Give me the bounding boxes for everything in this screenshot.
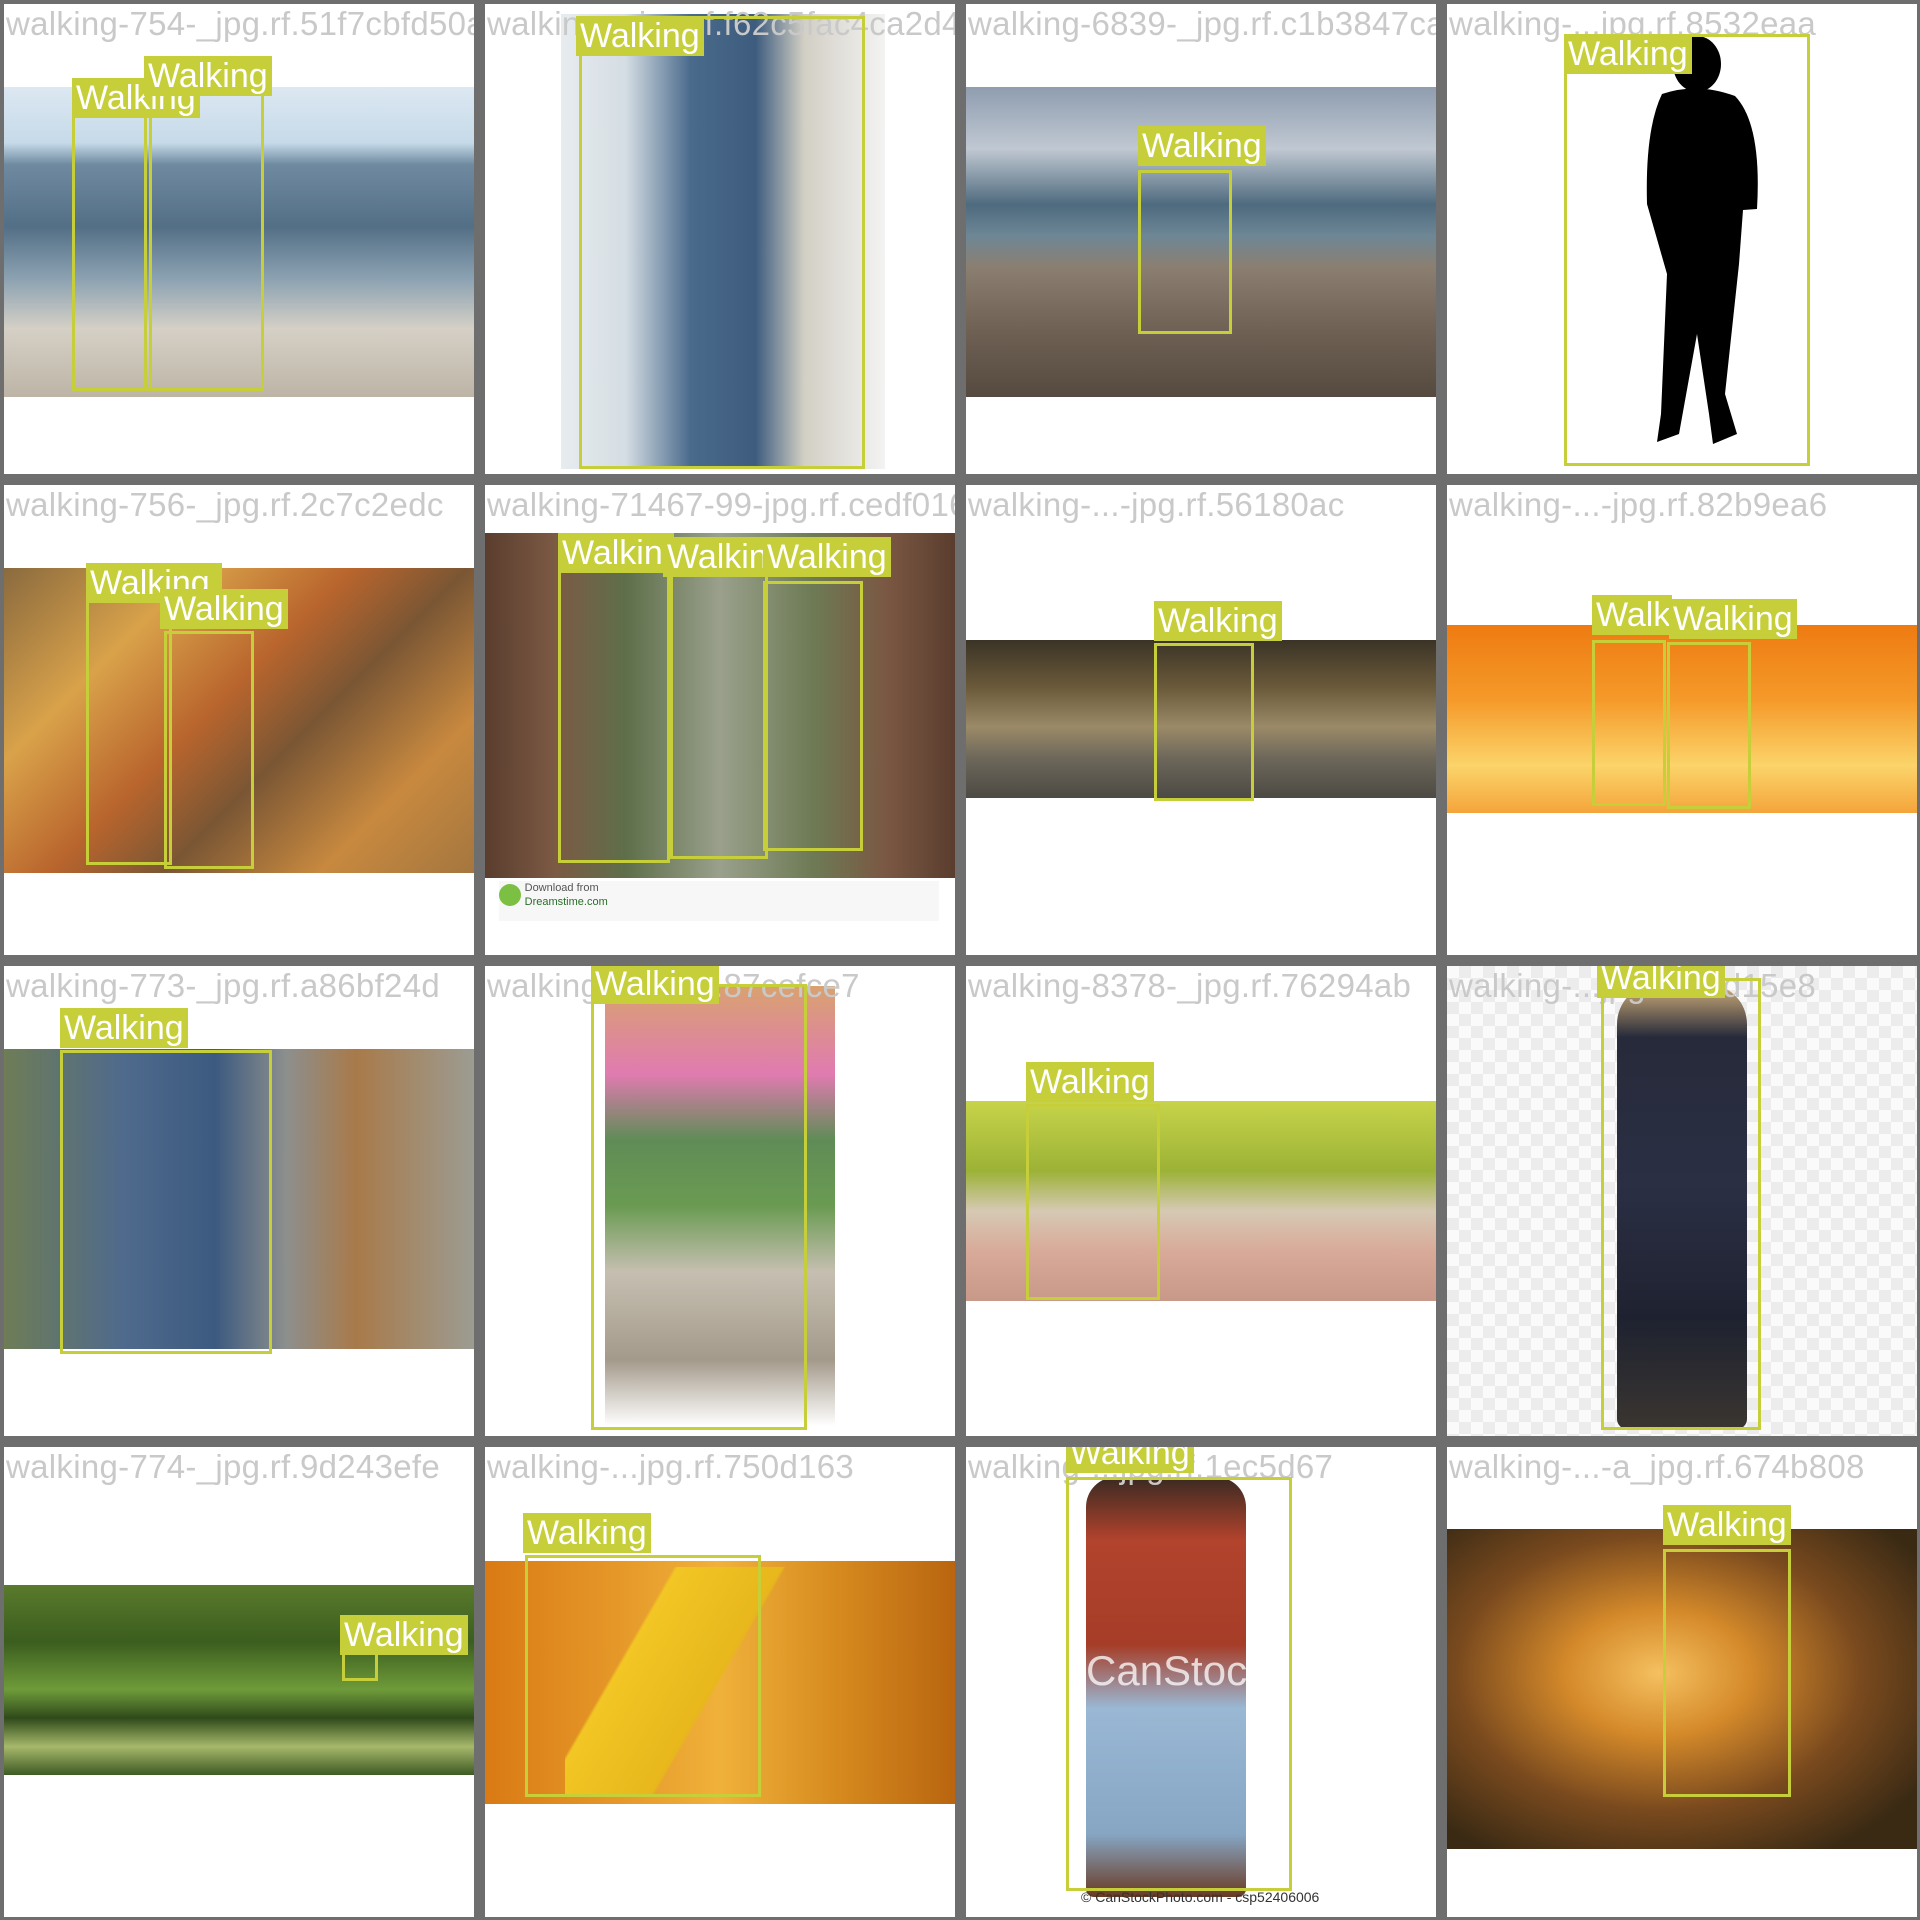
tile-filename: walking-...-a_jpg.rf.674b808	[1449, 1448, 1865, 1485]
footer-line1: Download from	[524, 882, 599, 894]
footer-line2: Dreamstime.com	[524, 896, 608, 908]
tile-filename: walking-...jpg.rf.750d163	[487, 1448, 855, 1485]
tile-14: walking-...jpg.rf.750d163 Walking	[485, 1447, 955, 1917]
tile-filename: walking-8378-_jpg.rf.76294ab	[968, 967, 1412, 1004]
tile-12: walking-...jpg.rf.30d15e8 Walking	[1447, 966, 1917, 1436]
bbox-label: Walking	[86, 563, 222, 603]
bbox	[1138, 170, 1232, 334]
bridge-photo	[485, 533, 955, 878]
canstock-watermark: CanStock	[1086, 1647, 1269, 1694]
bbox	[72, 101, 152, 391]
bbox	[579, 16, 865, 469]
feet-path-photo	[966, 1101, 1436, 1301]
bbox-label: Walking	[576, 16, 704, 56]
tile-filename: walking-...-jpg.rf.56180ac	[968, 486, 1345, 523]
tile-16: walking-...-a_jpg.rf.674b808 Walking	[1447, 1447, 1917, 1917]
bbox	[591, 984, 807, 1430]
bbox	[1601, 978, 1761, 1430]
tile-filename: walking-773-_jpg.rf.a86bf24d	[6, 967, 441, 1004]
tile-9: walking-773-_jpg.rf.a86bf24d Walking	[4, 966, 474, 1436]
bbox-label: Walking	[1026, 1062, 1154, 1102]
tile-filename: walking-...jpg.rf.f62c5fac4ca2d4	[487, 5, 955, 42]
bbox-label: Walking	[1154, 601, 1282, 641]
bbox-label: Walking	[663, 537, 767, 577]
bbox-label: Walking	[1597, 966, 1725, 998]
bbox	[60, 1050, 272, 1354]
bbox-label: Walking	[523, 1513, 651, 1553]
bbox	[86, 595, 172, 865]
tile-10: walking-...jpg.rf.87cefce7 Walking	[485, 966, 955, 1436]
tile-1: walking-754-_jpg.rf.51f7cbfd50aIk Walkin…	[4, 4, 474, 474]
care-photo	[561, 14, 885, 469]
bbox-label: Walking	[1138, 126, 1266, 166]
tile-11: walking-8378-_jpg.rf.76294ab Walking	[966, 966, 1436, 1436]
tile-2: walking-...jpg.rf.f62c5fac4ca2d4 Walking	[485, 4, 955, 474]
bbox	[763, 581, 863, 851]
bbox	[164, 631, 254, 869]
bbox	[1026, 1104, 1160, 1300]
bbox-label: Walking	[144, 56, 272, 96]
bbox-label: Walking	[1564, 34, 1692, 74]
bbox-label: Walking	[558, 533, 674, 573]
bbox	[1564, 34, 1810, 466]
tile-filename: walking-754-_jpg.rf.51f7cbfd50aIk	[6, 5, 474, 42]
tile-4: walking-...jpg.rf.8532eaa Walking	[1447, 4, 1917, 474]
bbox	[525, 1555, 761, 1797]
bbox-label: Walking	[160, 589, 288, 629]
bbox-label: Walking	[591, 966, 719, 1004]
bbox	[1154, 643, 1254, 801]
bbox	[144, 85, 264, 391]
tile-filename: walking-...-jpg.rf.82b9ea6	[1449, 486, 1828, 523]
tile-filename: walking-756-_jpg.rf.2c7c2edc	[6, 486, 444, 523]
tile-5: walking-756-_jpg.rf.2c7c2edc Walking Wal…	[4, 485, 474, 955]
night-street-photo	[966, 640, 1436, 798]
tile-filename: walking-71467-99-jpg.rf.cedf0162898e8577	[487, 486, 955, 523]
park-river-photo	[4, 1585, 474, 1775]
stock-credit: © CanStockPhoto.com - csp52406006	[1081, 1889, 1320, 1905]
bbox-label: Walking	[1592, 595, 1672, 635]
yellow-pants-figure	[565, 1567, 795, 1797]
bbox-label: Walking	[340, 1615, 468, 1655]
bbox	[1066, 1477, 1292, 1891]
sunset-photo	[1447, 625, 1917, 813]
bbox-label: Walking	[763, 537, 891, 577]
tile-filename: walking-6839-_jpg.rf.c1b3847ca5b5857e3f0	[968, 5, 1436, 42]
bbox	[558, 567, 670, 863]
tile-6: Download from Dreamstime.com walking-714…	[485, 485, 955, 955]
bbox-label: Walking	[1669, 599, 1797, 639]
tile-7: walking-...-jpg.rf.56180ac Walking	[966, 485, 1436, 955]
tile-filename: walking-774-_jpg.rf.9d243efe	[6, 1448, 441, 1485]
red-sweater-figure	[1086, 1477, 1246, 1897]
dreamstime-logo-icon	[499, 884, 521, 906]
tile-3: walking-6839-_jpg.rf.c1b3847ca5b5857e3f0…	[966, 4, 1436, 474]
stock-footer: Download from Dreamstime.com	[499, 881, 939, 921]
bbox	[1667, 642, 1751, 809]
tile-13: walking-774-_jpg.rf.9d243efe Walking	[4, 1447, 474, 1917]
tile-8: walking-...-jpg.rf.82b9ea6 Walking Walki…	[1447, 485, 1917, 955]
bbox	[670, 573, 768, 859]
bbox	[1592, 640, 1666, 806]
family-photo	[605, 986, 835, 1426]
bbox	[1663, 1549, 1791, 1797]
tile-15: CanStock © CanStockPhoto.com - csp524060…	[966, 1447, 1436, 1917]
bbox-label: Walking	[1066, 1447, 1194, 1473]
beach-photo	[4, 87, 474, 397]
dog-walk-photo	[4, 1049, 474, 1349]
bbox-label: Walking	[1663, 1505, 1791, 1545]
bbox-label: Walking	[60, 1008, 188, 1048]
man-tshirt-figure	[1617, 984, 1747, 1429]
